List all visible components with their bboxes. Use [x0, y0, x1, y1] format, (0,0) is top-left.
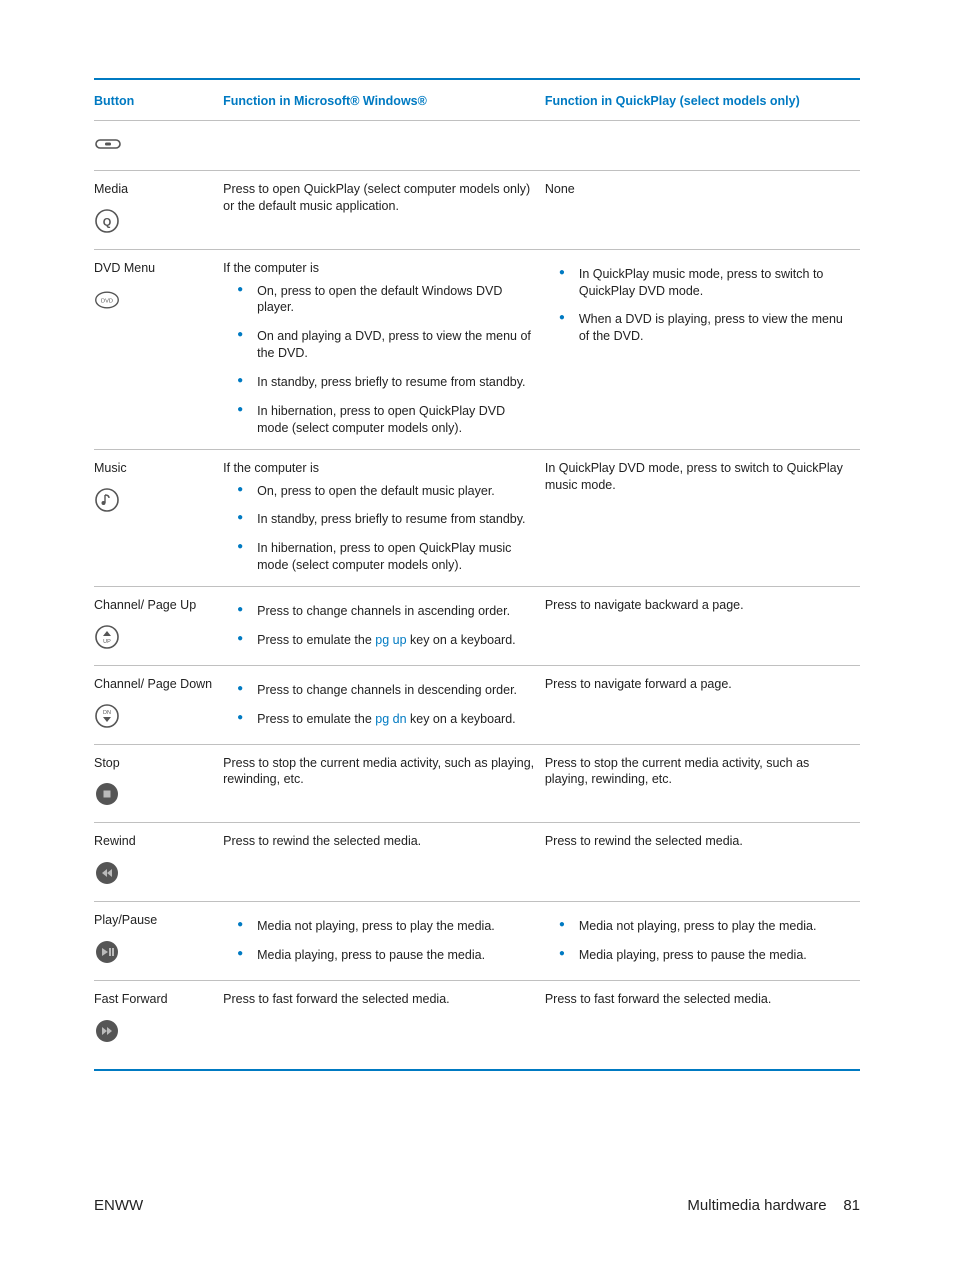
list-item: Media not playing, press to play the med… — [545, 918, 854, 947]
ch-up-ring-icon: UP — [94, 624, 120, 650]
ch-down-ring-icon: DN — [94, 703, 120, 729]
list-item: Media playing, press to pause the media. — [223, 947, 539, 966]
list-item: In QuickPlay music mode, press to switch… — [545, 266, 854, 312]
list-item: Press to emulate the pg up key on a keyb… — [223, 632, 539, 651]
windows-cell: Media not playing, press to play the med… — [223, 902, 545, 981]
windows-cell: If the computer is On, press to open the… — [223, 249, 545, 449]
rw-ring-icon — [94, 860, 120, 886]
quickplay-cell: Press to rewind the selected media. — [545, 823, 860, 902]
list-item: Press to change channels in ascending or… — [223, 603, 539, 632]
list-item: In hibernation, press to open QuickPlay … — [223, 540, 539, 576]
table-row: Music If the computer is On, press to op… — [94, 449, 860, 586]
ff-ring-icon — [94, 1018, 120, 1044]
table-row: DVD Menu DVD If the computer is On, pres… — [94, 249, 860, 449]
list-item: Press to emulate the pg dn key on a keyb… — [223, 711, 539, 730]
quickplay-cell: Press to fast forward the selected media… — [545, 980, 860, 1058]
table-row: Rewind Press to rewind the selected medi… — [94, 823, 860, 902]
table-row — [94, 121, 860, 171]
play-ring-icon — [94, 939, 120, 965]
svg-text:UP: UP — [103, 639, 111, 645]
footer-right: Multimedia hardware 81 — [687, 1197, 860, 1214]
list-item: Media playing, press to pause the media. — [545, 947, 854, 966]
q-ring-icon: Q — [94, 208, 120, 234]
row-label: Play/Pause — [94, 912, 217, 929]
top-rule — [94, 78, 860, 80]
svg-text:DVD: DVD — [101, 298, 113, 304]
list-item: When a DVD is playing, press to view the… — [545, 311, 854, 347]
page-content: Button Function in Microsoft® Windows® F… — [0, 0, 954, 1071]
quickplay-cell: None — [545, 170, 860, 249]
header-button: Button — [94, 94, 223, 121]
row-label: Media — [94, 181, 217, 198]
quickplay-cell: In QuickPlay DVD mode, press to switch t… — [545, 449, 860, 586]
table-row: Channel/ Page Down DN Press to change ch… — [94, 665, 860, 744]
windows-cell: Press to rewind the selected media. — [223, 823, 545, 902]
list-item: Press to change channels in descending o… — [223, 682, 539, 711]
footer-left: ENWW — [94, 1197, 143, 1214]
windows-lead: If the computer is — [223, 260, 539, 277]
list-item: In standby, press briefly to resume from… — [223, 511, 539, 540]
stop-ring-icon — [94, 781, 120, 807]
windows-lead: If the computer is — [223, 460, 539, 477]
table-row: Fast Forward Press to fast forward the s… — [94, 980, 860, 1058]
row-label: Fast Forward — [94, 991, 217, 1008]
list-item: On and playing a DVD, press to view the … — [223, 328, 539, 374]
windows-cell: Press to change channels in ascending or… — [223, 587, 545, 666]
windows-cell: Press to fast forward the selected media… — [223, 980, 545, 1058]
table-row: Channel/ Page Up UP Press to change chan… — [94, 587, 860, 666]
svg-text:DN: DN — [103, 710, 111, 716]
page-footer: ENWW Multimedia hardware 81 — [94, 1197, 860, 1214]
dvd-ring-icon: DVD — [94, 287, 120, 313]
quickplay-cell: Media not playing, press to play the med… — [545, 902, 860, 981]
row-label: Stop — [94, 755, 217, 772]
note-ring-icon — [94, 487, 120, 513]
bottom-rule — [94, 1069, 860, 1071]
header-windows: Function in Microsoft® Windows® — [223, 94, 545, 121]
power-indicator-icon — [94, 133, 122, 155]
list-item: In hibernation, press to open QuickPlay … — [223, 403, 539, 439]
quickplay-cell: Press to navigate backward a page. — [545, 587, 860, 666]
list-item: Media not playing, press to play the med… — [223, 918, 539, 947]
windows-cell: Press to change channels in descending o… — [223, 665, 545, 744]
quickplay-cell: Press to stop the current media activity… — [545, 744, 860, 823]
list-item: On, press to open the default music play… — [223, 483, 539, 512]
quickplay-cell: Press to navigate forward a page. — [545, 665, 860, 744]
row-label: Music — [94, 460, 217, 477]
table-row: Play/Pause Media not playing, press to p… — [94, 902, 860, 981]
svg-text:Q: Q — [103, 216, 112, 228]
table-row: Stop Press to stop the current media act… — [94, 744, 860, 823]
quickplay-cell: In QuickPlay music mode, press to switch… — [545, 249, 860, 449]
row-label: Channel/ Page Up — [94, 597, 217, 614]
windows-cell: If the computer is On, press to open the… — [223, 449, 545, 586]
windows-cell: Press to stop the current media activity… — [223, 744, 545, 823]
row-label: Rewind — [94, 833, 217, 850]
table-row: Media Q Press to open QuickPlay (select … — [94, 170, 860, 249]
header-quickplay: Function in QuickPlay (select models onl… — [545, 94, 860, 121]
list-item: In standby, press briefly to resume from… — [223, 374, 539, 403]
row-label: DVD Menu — [94, 260, 217, 277]
list-item: On, press to open the default Windows DV… — [223, 283, 539, 329]
windows-cell: Press to open QuickPlay (select computer… — [223, 170, 545, 249]
row-label: Channel/ Page Down — [94, 676, 217, 693]
table-body: Media Q Press to open QuickPlay (select … — [94, 121, 860, 1059]
button-function-table: Button Function in Microsoft® Windows® F… — [94, 94, 860, 1059]
